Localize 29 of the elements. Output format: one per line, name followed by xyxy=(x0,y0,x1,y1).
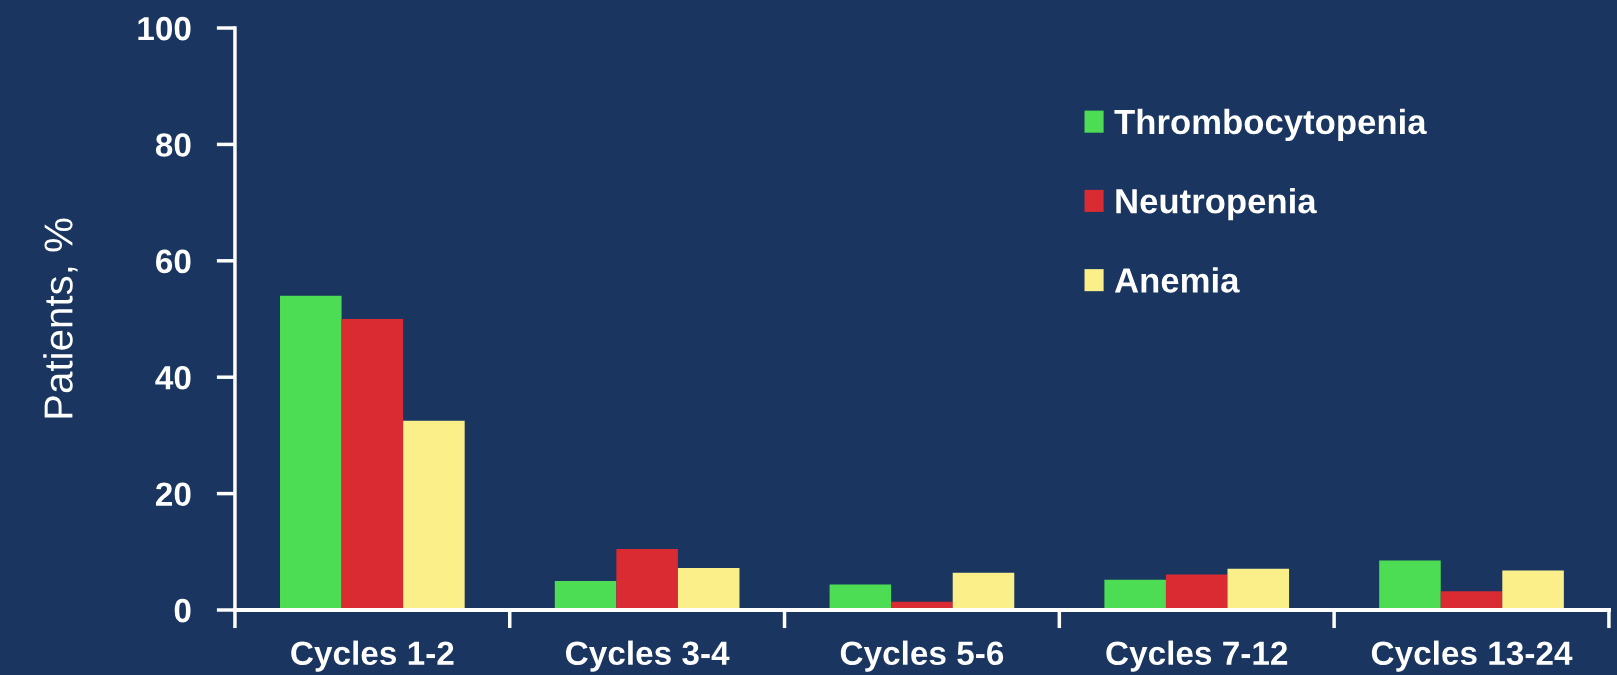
bar xyxy=(829,584,892,610)
x-tick-label: Cycles 3-4 xyxy=(566,640,730,672)
bar xyxy=(341,319,404,610)
bar xyxy=(1379,560,1441,610)
bar xyxy=(403,420,465,610)
bar xyxy=(616,548,678,610)
bar xyxy=(677,568,740,610)
bar xyxy=(1502,570,1564,610)
bar xyxy=(1104,579,1166,610)
x-tick-label: Cycles 1-2 xyxy=(291,640,454,672)
x-tick-label: Cycles 5-6 xyxy=(840,640,1004,672)
x-tick-label: Cycles 13-24 xyxy=(1371,640,1573,672)
bar xyxy=(280,295,342,610)
bar xyxy=(554,580,617,610)
y-tick-label: 100 xyxy=(138,16,191,41)
y-tick-label: 20 xyxy=(155,482,191,507)
y-tick-label: 60 xyxy=(156,249,191,274)
bar xyxy=(1440,591,1503,610)
legend-label: Anemia xyxy=(1114,267,1240,293)
x-tick-label: Cycles 7-12 xyxy=(1106,640,1288,672)
bar xyxy=(1165,574,1228,610)
legend-label: Thrombocytopenia xyxy=(1114,108,1427,142)
y-tick-label: 40 xyxy=(155,366,191,390)
y-tick-label: 80 xyxy=(155,133,191,157)
y-tick-label: 0 xyxy=(174,598,191,623)
bar xyxy=(1227,568,1290,610)
legend-label: Neutropenia xyxy=(1116,187,1317,221)
bar xyxy=(952,572,1015,610)
y-axis-title: Patients, % xyxy=(43,218,78,418)
